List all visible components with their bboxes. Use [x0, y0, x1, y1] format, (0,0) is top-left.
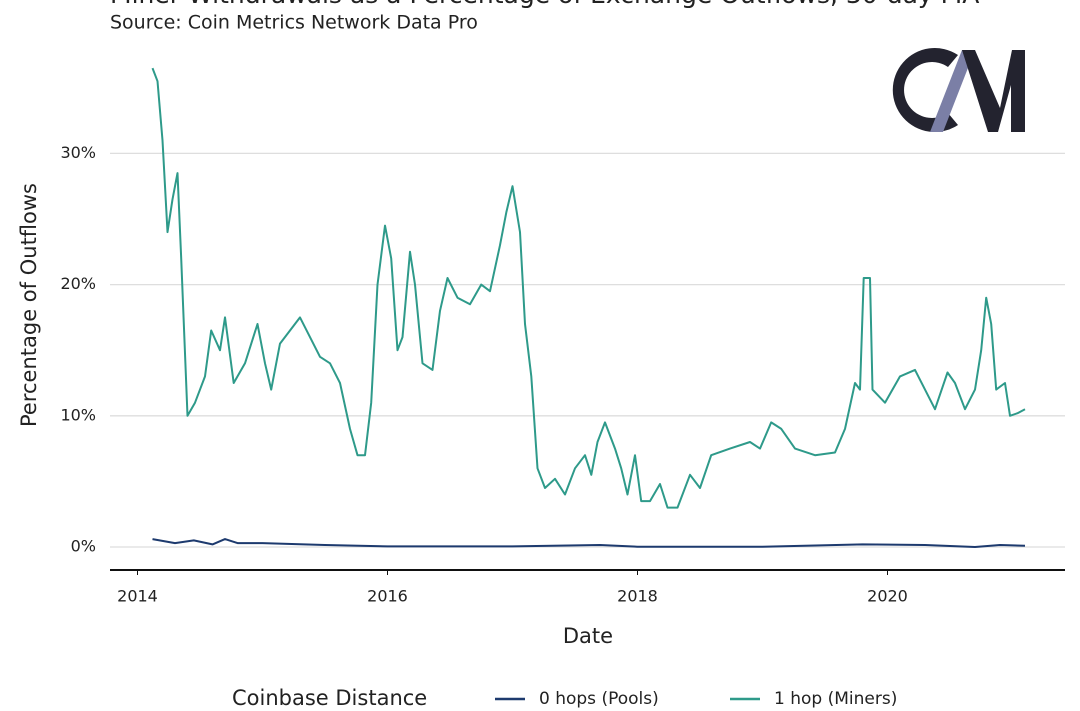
x-tick-label: 2020: [867, 587, 908, 606]
y-tick-label: 30%: [60, 143, 96, 162]
y-tick-label: 0%: [71, 537, 96, 556]
legend-title: Coinbase Distance: [232, 686, 427, 710]
chart-subtitle: Source: Coin Metrics Network Data Pro: [110, 12, 478, 34]
y-axis-title: Percentage of Outflows: [17, 183, 41, 427]
chart-title: Miner Withdrawals as a Percentage of Exc…: [110, 0, 979, 9]
legend-label: 0 hops (Pools): [539, 689, 659, 709]
x-tick-label: 2014: [117, 587, 158, 606]
y-tick-label: 10%: [60, 405, 96, 424]
series-line: [151, 67, 1026, 509]
x-tick-label: 2018: [617, 587, 658, 606]
x-axis-title: Date: [563, 624, 613, 648]
logo: [892, 48, 1025, 132]
y-tick-label: 20%: [60, 274, 96, 293]
x-tick-label: 2016: [367, 587, 408, 606]
legend-label: 1 hop (Miners): [774, 689, 897, 709]
series-line: [152, 538, 1026, 548]
